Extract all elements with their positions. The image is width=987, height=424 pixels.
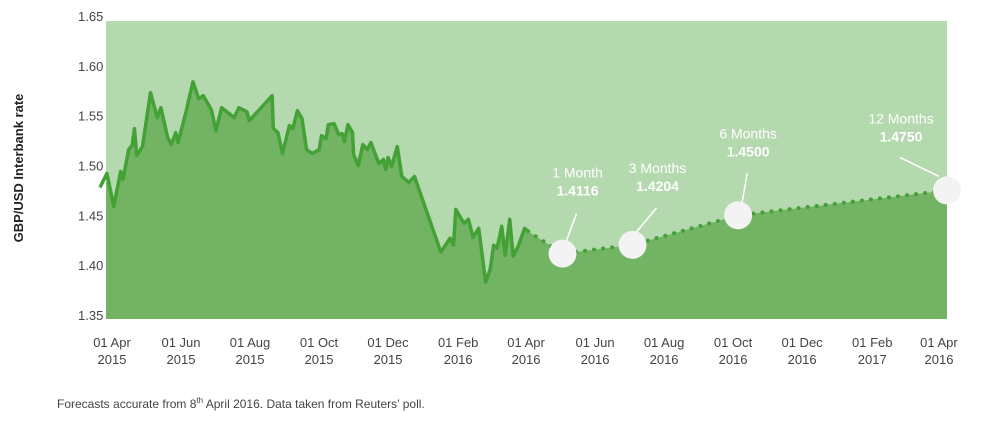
forecast-marker: [933, 176, 961, 205]
x-tick-year: 2016: [512, 352, 541, 367]
forecast-marker: [724, 201, 753, 230]
x-tick-label: 01 Apr: [920, 335, 958, 350]
forecast-label: 1 Month: [552, 165, 603, 181]
x-tick-label: 01 Dec: [367, 335, 409, 350]
forecast-leader-line: [635, 207, 658, 233]
x-tick-year: 2016: [650, 352, 679, 367]
x-tick-label: 01 Apr: [507, 335, 545, 350]
forecast-label: 6 Months: [719, 125, 777, 141]
footnote-text-end: April 2016. Data taken from Reuters’ pol…: [203, 397, 425, 411]
y-tick-label: 1.40: [78, 258, 103, 273]
x-tick-label: 01 Feb: [852, 335, 892, 350]
y-tick-label: 1.60: [78, 59, 103, 74]
footnote-superscript: th: [196, 396, 204, 405]
x-tick-label: 01 Feb: [438, 335, 478, 350]
x-tick-year: 2016: [925, 352, 954, 367]
y-tick-label: 1.45: [78, 208, 103, 223]
y-tick-label: 1.55: [78, 109, 103, 124]
forecast-label: 3 Months: [629, 160, 687, 176]
forecast-marker: [618, 230, 647, 259]
x-tick-year: 2016: [788, 352, 817, 367]
forecast-label: 12 Months: [868, 110, 933, 126]
x-tick-label: 01 Dec: [781, 335, 823, 350]
forecast-value: 1.4204: [636, 178, 679, 194]
x-tick-label: 01 Oct: [300, 335, 339, 350]
x-tick-year: 2015: [305, 352, 334, 367]
y-tick-label: 1.65: [78, 9, 103, 24]
x-tick-label: 01 Jun: [161, 335, 200, 350]
x-tick-label: 01 Aug: [644, 335, 685, 350]
x-tick-label: 01 Jun: [576, 335, 615, 350]
forecast-leader-line: [741, 173, 748, 203]
forecast-value: 1.4116: [556, 183, 598, 199]
area-fill: [106, 81, 947, 319]
x-tick-label: 01 Aug: [230, 335, 271, 350]
x-tick-year: 2015: [374, 352, 403, 367]
footnote-text: Forecasts accurate from 8: [57, 397, 197, 411]
x-tick-label: 01 Oct: [714, 335, 753, 350]
forecast-value: 1.4750: [880, 128, 923, 144]
x-tick-year: 2015: [167, 352, 196, 367]
forecast-leader-line: [899, 156, 940, 178]
forecast-marker: [548, 239, 577, 268]
x-tick-year: 2016: [581, 352, 610, 367]
x-tick-year: 2017: [858, 352, 887, 367]
x-tick-year: 2015: [98, 352, 127, 367]
footnote: Forecasts accurate from 8th April 2016. …: [57, 396, 425, 411]
forecast-value: 1.4500: [727, 143, 770, 159]
x-tick-year: 2016: [444, 352, 473, 367]
forecast-leader-line: [565, 213, 578, 241]
y-axis-title: GBP/USD Interbank rate: [11, 94, 26, 243]
y-tick-label: 1.50: [78, 159, 103, 174]
x-tick-year: 2015: [236, 352, 265, 367]
y-tick-label: 1.35: [78, 308, 103, 323]
x-tick-year: 2016: [719, 352, 748, 367]
history-line: [98, 80, 530, 284]
x-tick-label: 01 Apr: [93, 335, 131, 350]
